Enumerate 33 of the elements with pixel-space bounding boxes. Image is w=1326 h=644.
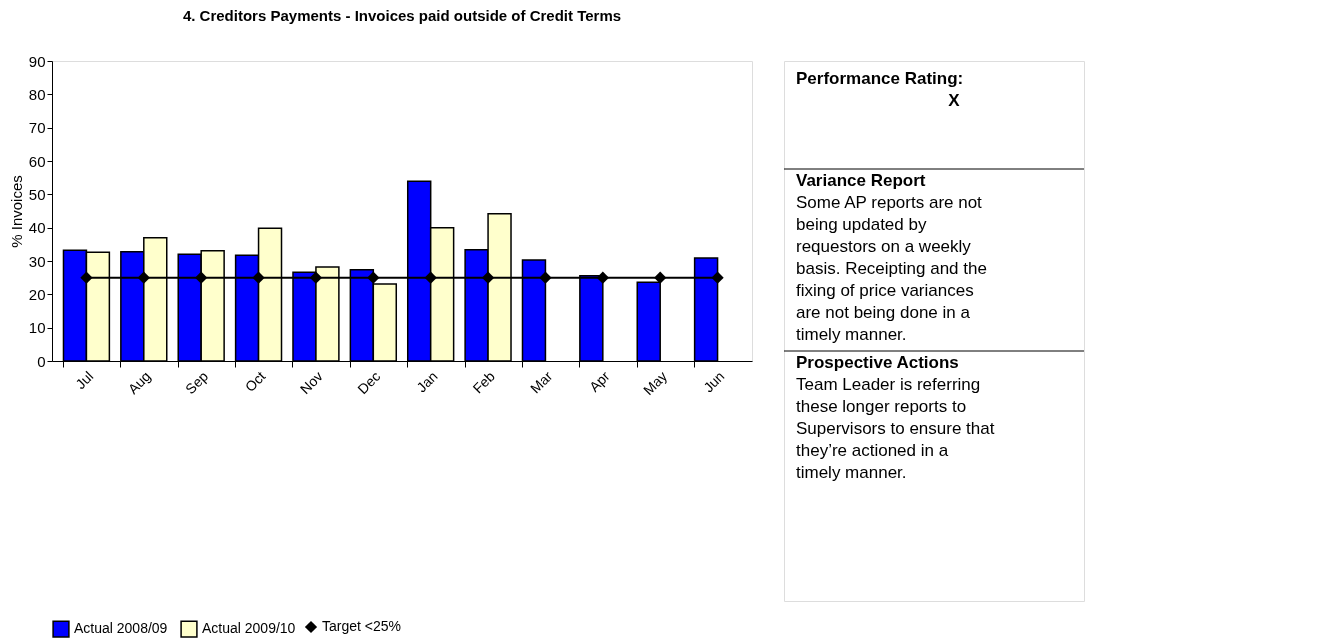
legend-label: Actual 2009/10 <box>202 620 296 637</box>
y-tick-label: 0 <box>37 352 46 370</box>
x-tick-label: Jul <box>72 368 97 393</box>
text: Variance Report <box>796 171 926 190</box>
x-tick-label: Dec <box>354 368 384 398</box>
text: Team Leader is referring these longer reports to Supervisors to ensure that they’re actioned in a timely manner. <box>796 375 995 482</box>
x-tick-label: Oct <box>241 368 269 395</box>
y-tick-label: 50 <box>28 185 46 203</box>
legend-label: Target <25% <box>322 618 401 634</box>
x-tick-label: Mar <box>526 367 556 397</box>
chart-title: 4. Creditors Payments - Invoices paid outside of Credit Terms <box>182 7 622 24</box>
x-tick-label: Apr <box>585 367 613 395</box>
x-tick-label: Nov <box>296 368 326 398</box>
y-tick-label: 20 <box>28 285 46 303</box>
y-tick-label: 10 <box>28 319 46 337</box>
y-tick-label: 70 <box>28 119 46 137</box>
legend-label: Actual 2008/09 <box>74 620 168 637</box>
y-tick-label: 80 <box>28 85 46 103</box>
x-tick-label: Jun <box>700 368 728 396</box>
text: Prospective Actions <box>796 353 959 372</box>
y-tick-label: 40 <box>28 219 46 237</box>
x-tick-label: May <box>640 368 671 399</box>
x-tick-label: Aug <box>124 368 154 398</box>
y-tick-label: 60 <box>28 152 46 170</box>
text: Some AP reports are not being updated by requestors on a weekly basis. Receipting and the fixing of price variances are not being done in a timely manner. <box>796 193 987 344</box>
y-tick-label: 30 <box>28 252 46 270</box>
text: Performance Rating: <box>796 69 964 88</box>
y-axis-title: % Invoices <box>7 175 25 248</box>
x-tick-label: Jan <box>413 368 441 396</box>
x-tick-label: Sep <box>182 367 212 398</box>
y-tick-label: 90 <box>28 52 46 70</box>
text: X <box>948 91 961 110</box>
x-tick-label: Feb <box>469 367 499 397</box>
